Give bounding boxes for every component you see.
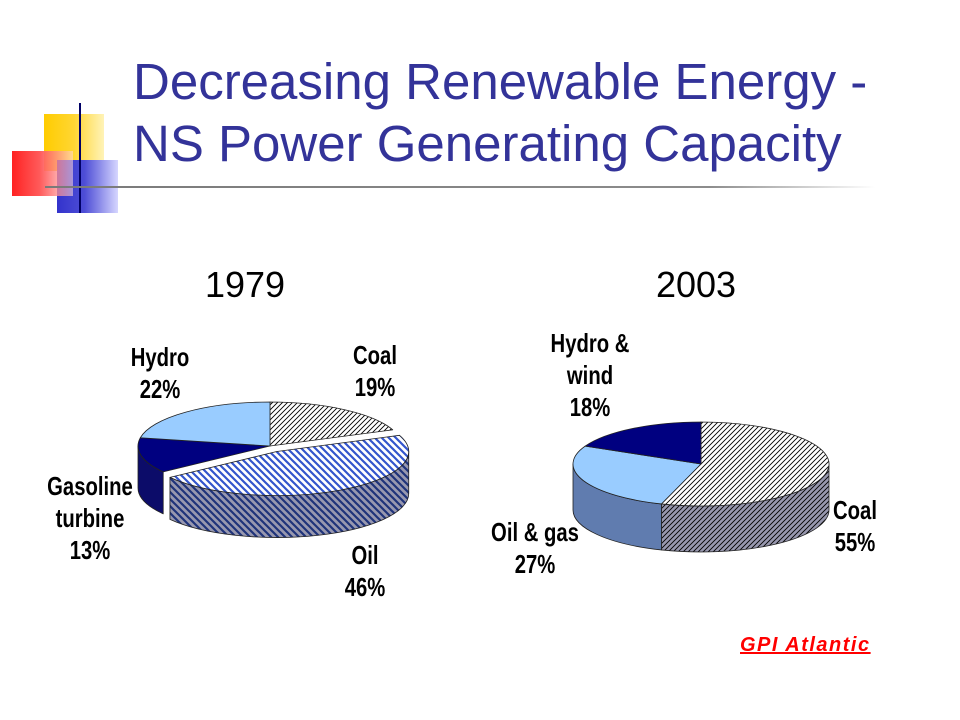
value-suffix: %: [857, 527, 876, 557]
slice-label-gasoline-turbine-1979: Gasoline turbine 13%: [35, 470, 144, 566]
slice-label-percent: 46%: [310, 571, 419, 603]
value-suffix: %: [377, 372, 396, 402]
slice-label-coal-1979: Coal 19%: [320, 339, 429, 403]
slice-label-name: Hydro: [130, 342, 190, 372]
slice-value: 18: [569, 392, 593, 422]
slice-label-hydro-1979: Hydro 22%: [105, 341, 214, 405]
pie-slice-top-gasoline-turbine: [137, 437, 271, 473]
pie-slice-top-coal: [661, 421, 830, 507]
slice-label-name: Coal: [353, 340, 397, 370]
slice-label-name: Hydro & wind: [550, 328, 630, 390]
title-underline-rule: [45, 186, 875, 188]
slice-value: 22: [139, 374, 163, 404]
value-suffix: %: [162, 374, 181, 404]
source-link-gpi-atlantic[interactable]: GPI Atlantic: [740, 634, 871, 656]
slide-title: Decreasing Renewable Energy - NS Power G…: [133, 53, 868, 172]
slice-value: 46: [344, 572, 368, 602]
value-suffix: %: [537, 549, 556, 579]
slice-label-oil-1979: Oil 46%: [310, 539, 419, 603]
slice-label-coal-2003: Coal 55%: [800, 494, 909, 558]
slice-label-hydro-wind-2003: Hydro & wind 18%: [535, 327, 644, 423]
slice-label-percent: 13%: [35, 534, 144, 566]
slice-value: 13: [69, 535, 93, 565]
slice-value: 27: [514, 549, 538, 579]
pie-slice-top-hydro-wind: [584, 421, 702, 465]
pie-slice-top-oil-gas: [572, 445, 702, 505]
slice-label-name: Gasoline turbine: [47, 471, 133, 533]
slice-label-percent: 55%: [800, 526, 909, 558]
pie-slice-top-coal: [269, 401, 394, 447]
slice-label-name: Coal: [833, 495, 877, 525]
chart-title-2003: 2003: [655, 264, 737, 305]
chart-title-1979: 1979: [204, 264, 286, 305]
decor-vertical-rule: [79, 103, 81, 213]
slice-label-name: Oil & gas: [491, 517, 579, 547]
slice-label-percent: 27%: [480, 548, 589, 580]
value-suffix: %: [592, 392, 611, 422]
slice-label-percent: 19%: [320, 371, 429, 403]
decor-square-red: [12, 151, 73, 196]
slice-label-oil-gas-2003: Oil & gas 27%: [480, 516, 589, 580]
slice-label-percent: 22%: [105, 373, 214, 405]
slice-value: 19: [354, 372, 378, 402]
slice-label-percent: 18%: [535, 391, 644, 423]
pie-slice-top-oil: [169, 434, 410, 496]
pie-slice-top-hydro: [139, 401, 271, 447]
pie-chart-2003: [572, 421, 830, 553]
value-suffix: %: [92, 535, 111, 565]
slice-label-name: Oil: [351, 540, 379, 570]
slice-value: 55: [834, 527, 858, 557]
value-suffix: %: [367, 572, 386, 602]
pie-chart-1979: [137, 401, 410, 538]
